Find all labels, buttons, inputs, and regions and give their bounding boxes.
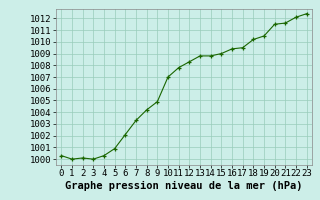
X-axis label: Graphe pression niveau de la mer (hPa): Graphe pression niveau de la mer (hPa) [65,181,303,191]
